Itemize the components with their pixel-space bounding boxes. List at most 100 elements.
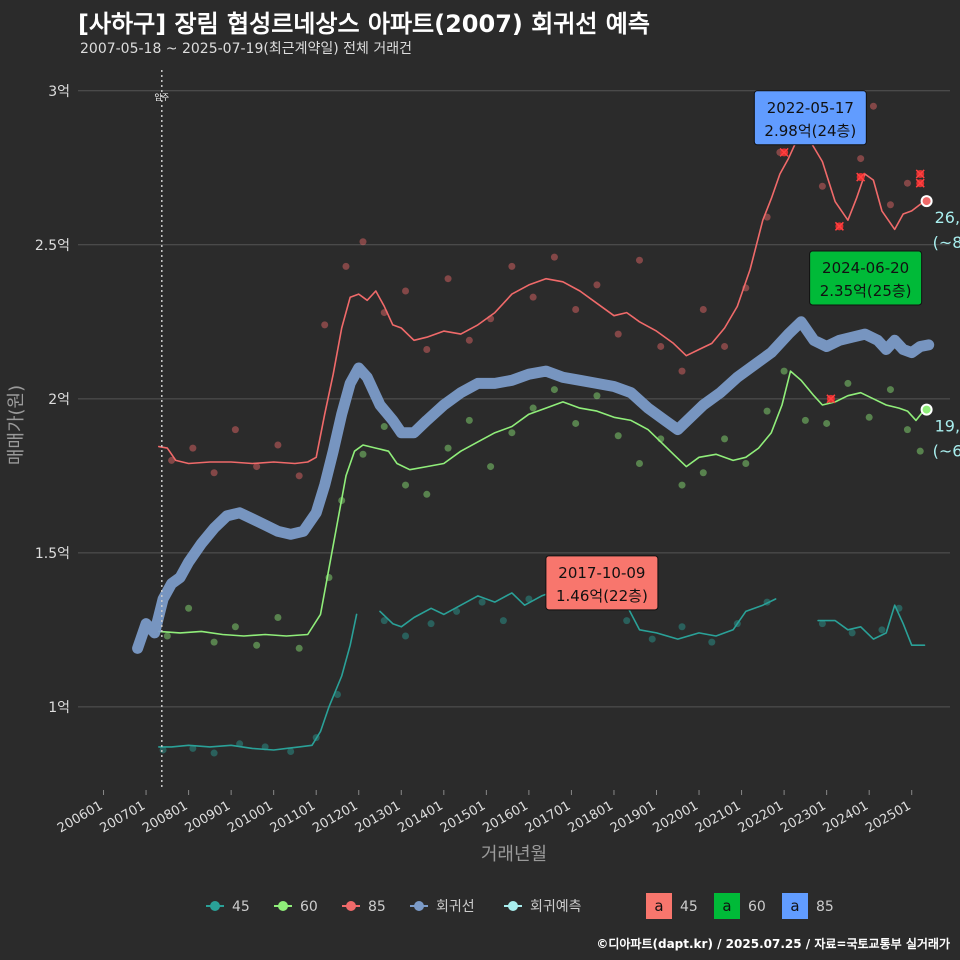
scatter-point-60 (253, 641, 261, 649)
highlight-cross (915, 169, 925, 179)
legend-box-label: 85 (816, 899, 834, 915)
scatter-point-45 (818, 620, 826, 628)
series-line-regression (132, 316, 935, 654)
x-tick-label: 201801 (565, 798, 615, 836)
scatter-point-60 (742, 460, 750, 468)
scatter-point-85 (818, 182, 826, 190)
x-tick-label: 201301 (353, 798, 403, 836)
scatter-point-60 (465, 416, 473, 424)
scatter-point-60 (423, 490, 431, 498)
move-in-label: 입주 (154, 93, 169, 102)
y-tick-label: 2.5억 (35, 238, 70, 254)
scatter-point-85 (886, 201, 894, 209)
chart-subtitle: 2007-05-18 ~ 2025-07-19(최근계약일) 전체 거래건 (80, 41, 412, 57)
scatter-point-45 (878, 626, 886, 634)
scatter-point-85 (721, 342, 729, 350)
legend-box (714, 893, 740, 919)
annotation-date: 2017-10-09 (558, 564, 645, 582)
scatter-point-85 (903, 179, 911, 187)
scatter-point-60 (614, 432, 622, 440)
x-tick-label: 201101 (268, 798, 318, 836)
legend-label: 85 (368, 899, 386, 915)
scatter-point-60 (231, 623, 239, 631)
legend-label: 45 (232, 899, 250, 915)
scatter-point-45 (333, 691, 341, 699)
x-tick-label: 202301 (778, 798, 828, 836)
scatter-point-85 (210, 469, 218, 477)
annotation-date: 2022-05-17 (767, 99, 854, 117)
scatter-point-45 (478, 598, 486, 606)
x-tick-label: 200701 (98, 798, 148, 836)
axes: 1억1.5억2억2.5억3억20060120070120080120090120… (6, 70, 914, 865)
scatter-point-45 (189, 744, 197, 752)
annotation-box (809, 250, 923, 306)
scatter-point-60 (721, 435, 729, 443)
series-line-s85 (158, 139, 926, 465)
scatter-point-85 (253, 463, 261, 471)
scatter-point-60 (865, 413, 873, 421)
scatter-point-45 (210, 749, 218, 757)
series-line-s45 (158, 576, 926, 751)
scatter-point-85 (614, 330, 622, 338)
scatter-point-45 (402, 632, 410, 640)
y-tick-label: 1.5억 (35, 546, 70, 562)
scatter-point-85 (465, 336, 473, 344)
scatter-point-85 (508, 262, 516, 270)
end-size-label: (~85㎡) (933, 233, 960, 252)
x-tick-label: 200801 (140, 798, 190, 836)
scatter-point-60 (508, 429, 516, 437)
scatter-point-85 (593, 281, 601, 289)
scatter-point-85 (699, 305, 707, 313)
scatter-point-45 (380, 617, 388, 625)
scatter-point-85 (168, 456, 176, 464)
annotation-price: 1.46억(22층) (556, 587, 648, 605)
scatter-point-60 (185, 604, 193, 612)
scatter-point-60 (823, 419, 831, 427)
scatter-points (159, 93, 924, 757)
end-value-label: 26,420 (935, 208, 960, 227)
source-credit: ©디아파트(dapt.kr) / 2025.07.25 / 자료=국토교통부 실… (596, 937, 950, 951)
scatter-point-45 (453, 607, 461, 615)
x-tick-label: 201001 (225, 798, 275, 836)
scatter-point-60 (635, 460, 643, 468)
scatter-point-85 (342, 262, 350, 270)
scatter-point-60 (903, 426, 911, 434)
annotation-price: 2.35억(25층) (820, 282, 912, 300)
legend-label: 회귀예측 (530, 899, 582, 915)
scatter-point-60 (678, 481, 686, 489)
scatter-point-60 (801, 416, 809, 424)
scatter-point-60 (444, 444, 452, 452)
scatter-point-85 (295, 472, 303, 480)
scatter-point-85 (572, 305, 580, 313)
scatter-point-45 (499, 617, 507, 625)
legend-box-glyph: a (790, 897, 799, 915)
x-tick-label: 202101 (693, 798, 743, 836)
legend-key-dot (210, 901, 220, 911)
scatter-point-60 (593, 392, 601, 400)
x-axis-title: 거래년월 (481, 844, 547, 865)
legend-box-glyph: a (654, 897, 663, 915)
scatter-point-85 (402, 287, 410, 295)
x-tick-label: 201901 (608, 798, 658, 836)
scatter-point-60 (572, 419, 580, 427)
scatter-point-45 (623, 617, 631, 625)
end-dot-inner (922, 405, 931, 414)
scatter-point-85 (529, 293, 537, 301)
scatter-point-60 (380, 423, 388, 431)
scatter-point-60 (529, 404, 537, 412)
legend-key-dot (414, 901, 424, 911)
scatter-point-85 (274, 441, 282, 449)
scatter-point-60 (274, 614, 282, 622)
series-lines (132, 139, 935, 751)
scatter-point-85 (869, 102, 877, 110)
annotation-date: 2024-06-20 (822, 259, 909, 277)
scatter-point-60 (487, 463, 495, 471)
end-size-label: (~60㎡) (933, 442, 960, 461)
scatter-point-85 (857, 155, 865, 163)
highlight-marks (779, 147, 925, 404)
annotation-price: 2.98억(24층) (764, 122, 856, 140)
highlight-cross (826, 394, 836, 404)
scatter-point-60 (359, 450, 367, 458)
scatter-point-85 (657, 342, 665, 350)
highlight-cross (834, 221, 844, 231)
